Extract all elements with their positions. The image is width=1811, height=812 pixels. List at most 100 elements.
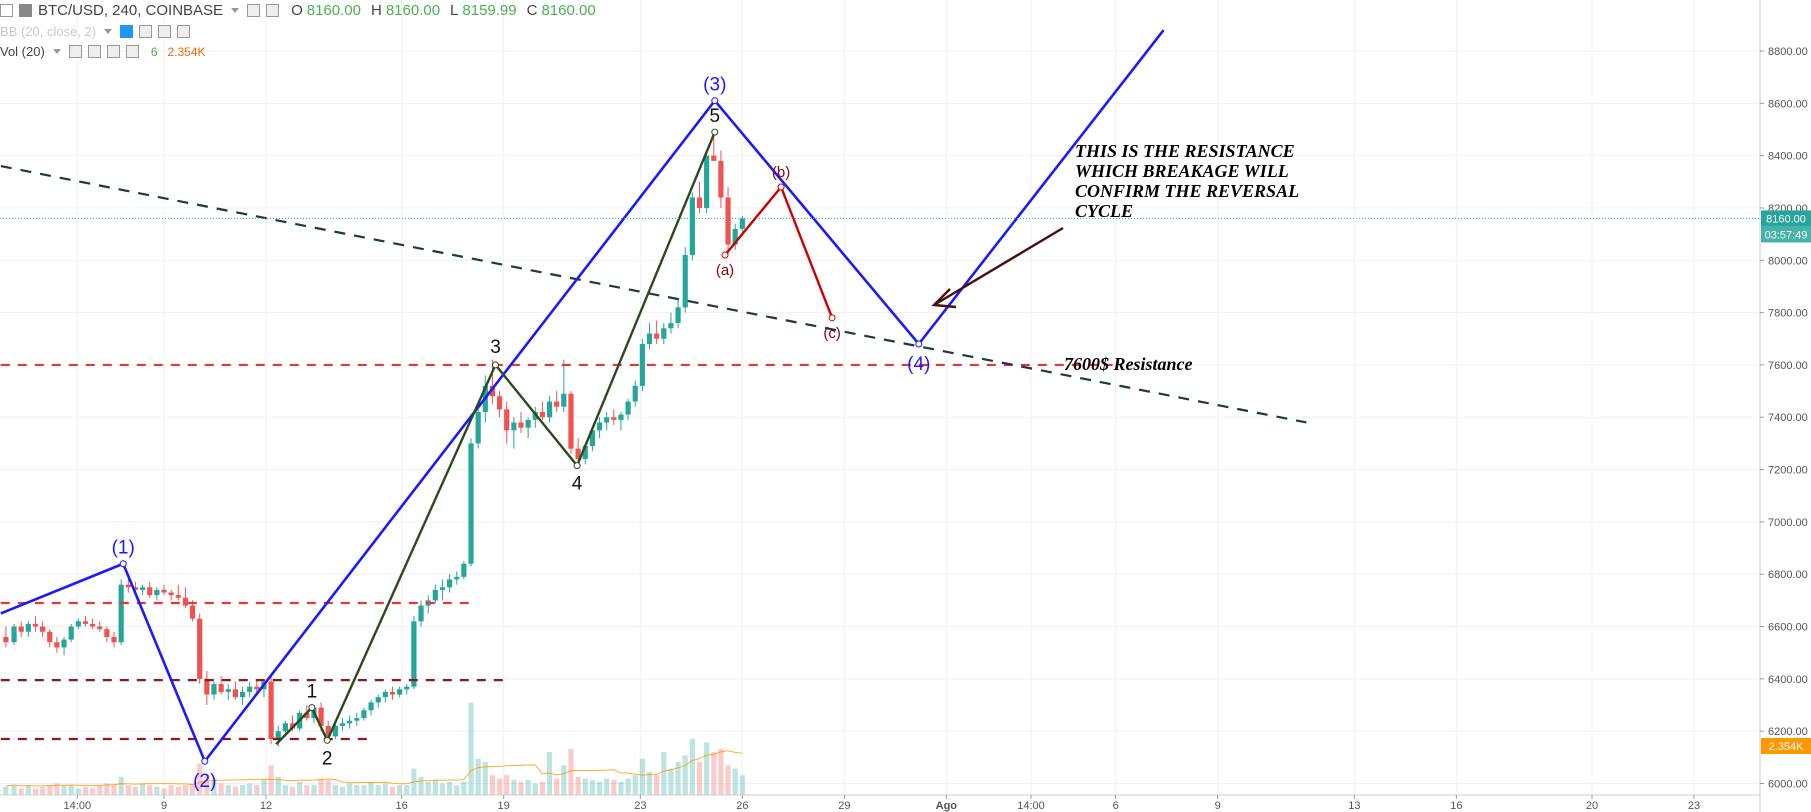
volume-bar xyxy=(532,783,538,795)
candle-body xyxy=(711,155,717,161)
volume-bar xyxy=(596,781,603,795)
candle xyxy=(439,579,446,601)
candle-body xyxy=(368,702,374,711)
symbol-label[interactable]: BTC/USD, 240, COINBASE xyxy=(38,2,224,19)
price-tick-label: 7600.00 xyxy=(1768,360,1808,372)
volume-ma-line xyxy=(5,750,743,787)
chevron-down-icon[interactable] xyxy=(52,49,61,54)
candle xyxy=(475,404,481,449)
volume-bar xyxy=(297,781,303,795)
candle-body xyxy=(689,197,695,256)
bb-label[interactable]: BB (20, close, 2) xyxy=(0,24,97,39)
candle-body xyxy=(32,623,39,627)
close-icon[interactable] xyxy=(177,25,191,38)
minor-wave-point xyxy=(492,361,499,369)
close-icon[interactable] xyxy=(125,45,139,58)
volume-bar xyxy=(311,785,317,795)
candle xyxy=(332,723,338,740)
settings-icon[interactable] xyxy=(247,4,261,17)
annotation-text-line: THIS IS THE RESISTANCE xyxy=(1075,141,1295,161)
candle xyxy=(539,401,546,420)
plus-icon[interactable] xyxy=(158,25,172,38)
settings-icon[interactable] xyxy=(139,25,153,38)
major-wave-label: (2) xyxy=(193,771,216,792)
annotation-text-line: WHICH BREAKAGE WILL xyxy=(1075,161,1289,181)
candle-body xyxy=(68,626,74,640)
volume-bar xyxy=(639,758,645,795)
candle xyxy=(518,412,524,433)
collapse-icon[interactable] xyxy=(0,4,13,17)
volume-bar xyxy=(147,785,153,795)
time-tick-label: 16 xyxy=(396,800,408,812)
candle xyxy=(397,686,403,698)
candle xyxy=(511,417,517,449)
candle xyxy=(675,299,681,329)
volume-bar xyxy=(389,786,396,795)
volume-label[interactable]: Vol (20) xyxy=(0,44,45,59)
candle-body xyxy=(132,587,139,590)
volume-bar xyxy=(318,778,324,795)
volume-bar xyxy=(304,785,310,795)
eye-icon[interactable] xyxy=(68,45,82,58)
last-price-tag xyxy=(1761,210,1811,227)
minor-wave-line xyxy=(275,131,716,746)
candle-body xyxy=(104,629,110,637)
candle xyxy=(525,417,531,439)
candle-body xyxy=(704,155,710,208)
candle xyxy=(454,571,460,585)
volume-bar xyxy=(625,778,631,795)
time-tick-label: 13 xyxy=(1348,800,1360,812)
annotation-arrow xyxy=(933,226,1064,307)
settings-icon[interactable] xyxy=(87,45,101,58)
candle xyxy=(611,409,617,426)
candle-body xyxy=(354,718,360,721)
volume-bar xyxy=(675,762,681,795)
candle xyxy=(175,584,181,601)
volume-bar xyxy=(182,785,189,795)
volume-bar xyxy=(25,785,31,795)
bb-row: BB (20, close, 2) xyxy=(0,24,192,39)
eye-icon[interactable] xyxy=(266,4,280,17)
chevron-down-icon[interactable] xyxy=(104,29,113,34)
candle-body xyxy=(732,228,738,245)
candle xyxy=(125,579,131,593)
volume-bar xyxy=(504,775,510,795)
candle xyxy=(75,618,81,630)
candle xyxy=(625,398,631,420)
minor-wave-label: 4 xyxy=(572,474,583,495)
chevron-down-icon[interactable] xyxy=(231,8,240,13)
volume-bar xyxy=(75,788,81,795)
candle-body xyxy=(75,621,81,627)
candle xyxy=(25,621,31,637)
volume-bar xyxy=(432,780,438,795)
candle-body xyxy=(561,393,567,407)
open-value: 8160.00 xyxy=(306,2,361,19)
volume-bar xyxy=(468,702,474,795)
candle-body xyxy=(197,618,203,679)
candle-body xyxy=(97,626,103,630)
correction-wave-label: (b) xyxy=(772,164,790,181)
eye-icon[interactable] xyxy=(120,25,134,38)
candle-body xyxy=(347,720,353,724)
candle-body xyxy=(489,385,496,397)
candle-body xyxy=(225,689,231,692)
candle-body xyxy=(54,642,60,648)
candle-body xyxy=(282,723,288,732)
candle-body xyxy=(589,430,595,447)
plus-icon[interactable] xyxy=(106,45,120,58)
volume-bar xyxy=(211,778,217,795)
candle xyxy=(40,621,46,637)
price-tick-label: 7800.00 xyxy=(1768,308,1808,320)
candle-body xyxy=(439,587,446,590)
volume-bar xyxy=(218,783,224,795)
candle-body xyxy=(375,697,381,703)
volume-row: Vol (20) 6 2.354K xyxy=(0,44,206,59)
volume-bar xyxy=(54,783,60,795)
volume-bar xyxy=(611,780,617,795)
candle-body xyxy=(268,681,274,740)
